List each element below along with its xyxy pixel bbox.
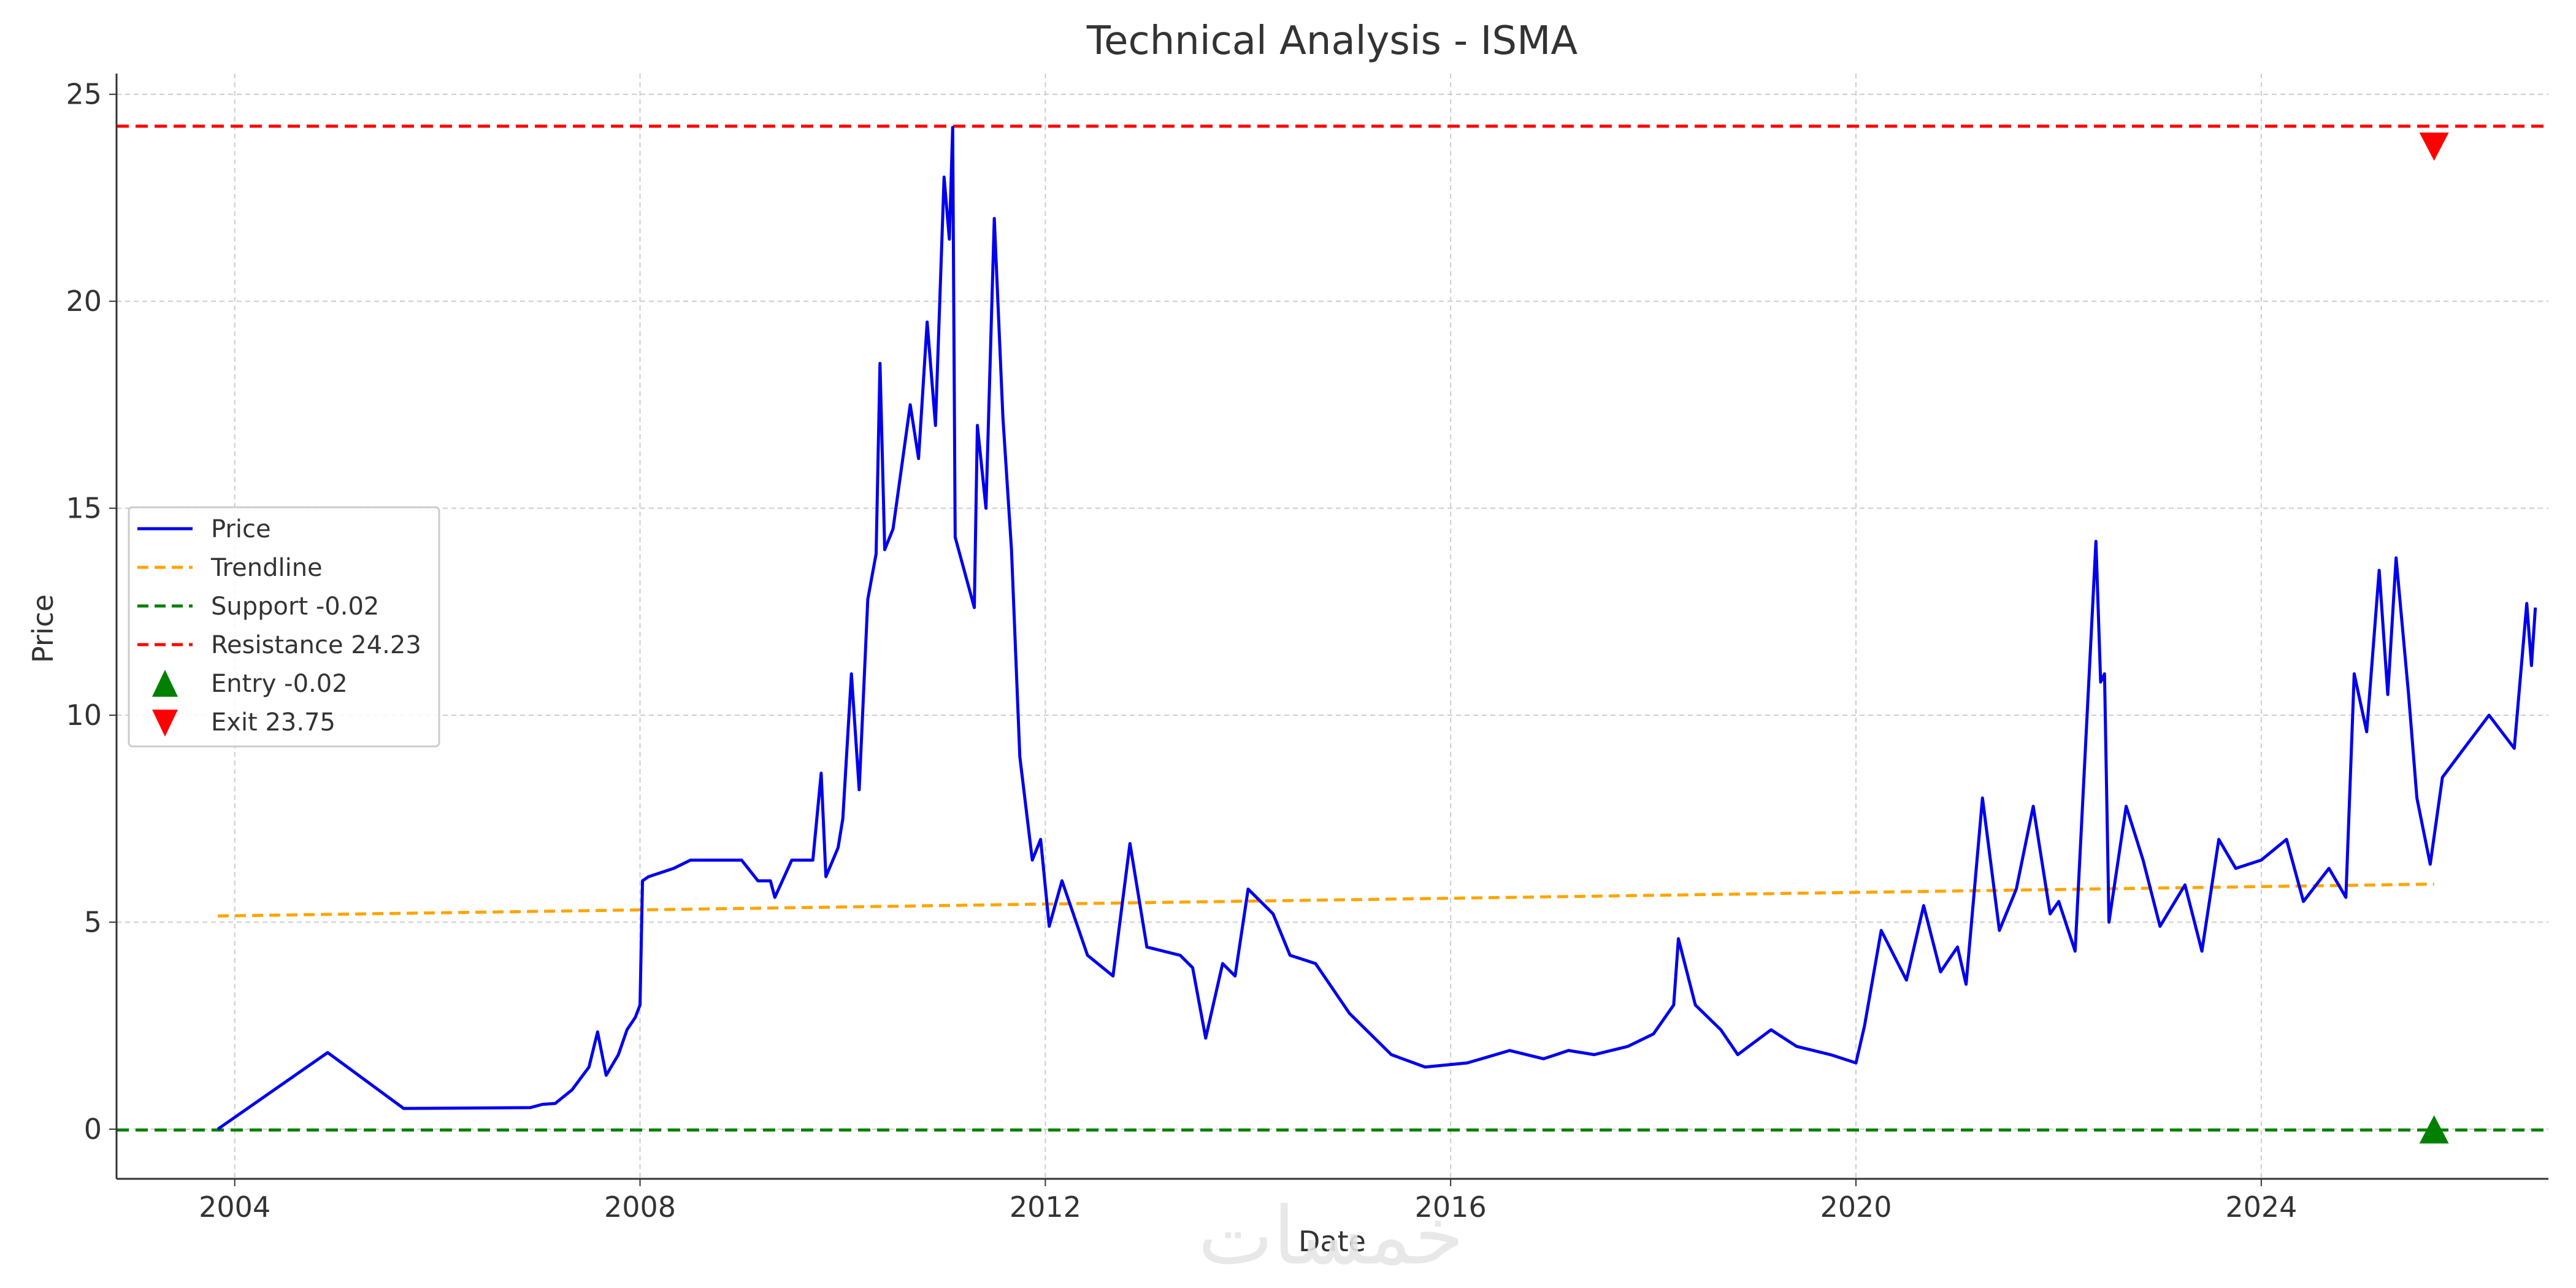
price-series [217, 126, 2537, 1131]
x-tick-label: 2012 [1010, 1190, 1081, 1224]
legend-exit-marker-icon [152, 710, 178, 737]
x-tick-label: 2020 [1820, 1190, 1892, 1224]
x-tick-label: 2024 [2225, 1190, 2297, 1224]
x-tick-label: 2004 [199, 1190, 270, 1224]
x-axis-label: Date [1298, 1225, 1366, 1258]
watermark: خمسات [1198, 1189, 1463, 1282]
y-tick-label: 5 [84, 906, 102, 939]
reference-lines [117, 125, 2548, 1132]
y-tick-label: 10 [66, 699, 102, 732]
axis-ticks: 2004 2008 2012 2016 2020 2024 0 5 10 15 20 25 [66, 78, 2297, 1224]
legend-exit-label: Exit 23.75 [211, 708, 335, 737]
y-tick-label: 0 [84, 1113, 102, 1146]
legend-support-label: Support -0.02 [211, 592, 379, 621]
legend-resistance-label: Resistance 24.23 [211, 631, 421, 659]
y-tick-label: 15 [66, 492, 102, 525]
plot-frame [115, 74, 2548, 1180]
legend: Price Trendline Support -0.02 Resistance… [128, 506, 440, 748]
y-tick-label: 25 [66, 78, 102, 111]
legend-entry-label: Entry -0.02 [211, 670, 348, 698]
trendline-series [218, 882, 2434, 918]
legend-entry-marker-icon [152, 670, 178, 697]
y-axis-label: Price [26, 594, 59, 663]
legend-box [128, 506, 440, 748]
entry-marker [2419, 1115, 2449, 1144]
grid [117, 74, 2548, 1179]
x-tick-label: 2016 [1415, 1190, 1487, 1224]
exit-marker [2419, 132, 2449, 161]
y-tick-label: 20 [66, 285, 102, 318]
legend-price-label: Price [211, 515, 271, 543]
legend-trendline-label: Trendline [210, 554, 323, 582]
series [217, 126, 2537, 1131]
x-tick-label: 2008 [604, 1190, 676, 1224]
markers [2419, 132, 2449, 1144]
chart-title: Technical Analysis - ISMA [1086, 18, 1577, 64]
